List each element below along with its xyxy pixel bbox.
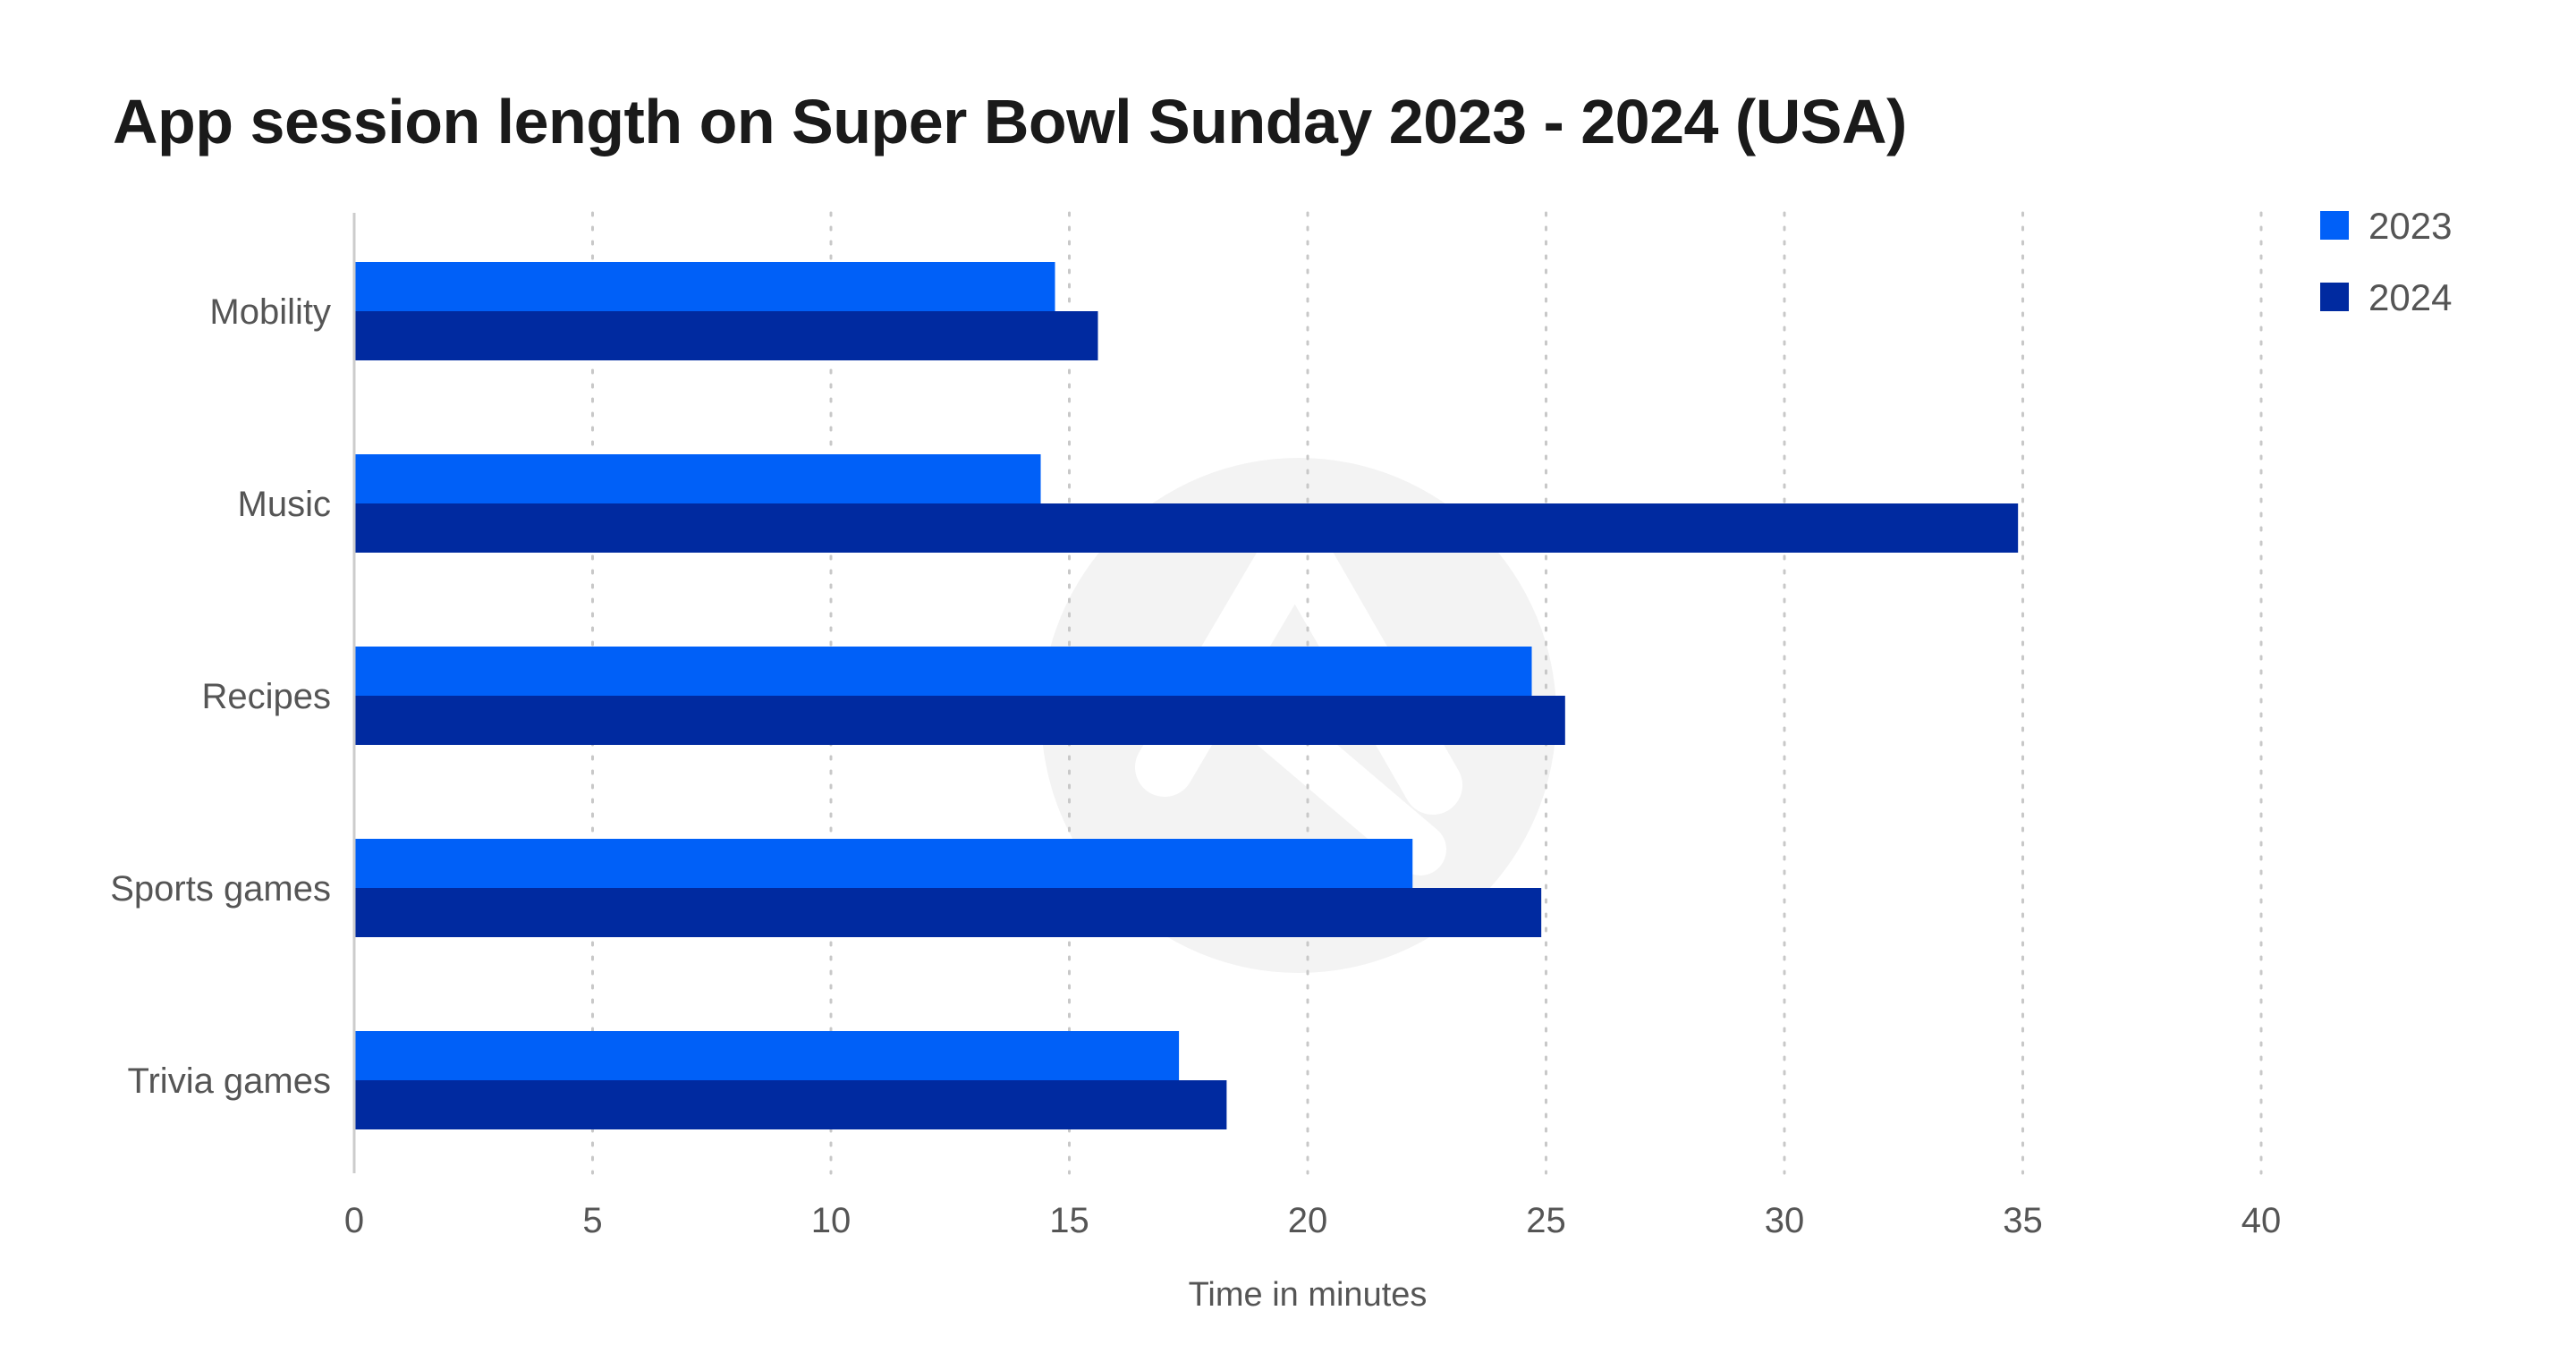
bar-trivia-games-2024 bbox=[354, 1080, 1227, 1129]
bar-sports-games-2023 bbox=[354, 839, 1413, 888]
x-tick-label-5: 5 bbox=[582, 1201, 602, 1240]
bar-mobility-2024 bbox=[354, 311, 1098, 360]
bar-sports-games-2024 bbox=[354, 888, 1542, 937]
category-label-music: Music bbox=[238, 485, 331, 524]
gridlines bbox=[591, 211, 2263, 1175]
x-axis-title: Time in minutes bbox=[1189, 1276, 1428, 1314]
x-tick-label-0: 0 bbox=[344, 1201, 364, 1240]
x-tick-label-15: 15 bbox=[1049, 1201, 1089, 1240]
x-tick-label-25: 25 bbox=[1526, 1201, 1566, 1240]
legend: 2023 2024 bbox=[2320, 205, 2452, 318]
x-tick-label-30: 30 bbox=[1765, 1201, 1805, 1240]
chart-title: App session length on Super Bowl Sunday … bbox=[113, 87, 1907, 156]
legend-swatch-2023 bbox=[2320, 211, 2349, 240]
x-tick-label-10: 10 bbox=[811, 1201, 852, 1240]
legend-label-2023: 2023 bbox=[2368, 205, 2452, 247]
axes: 0 5 10 15 20 25 30 35 40 Mobility Music Recipes Spor… bbox=[110, 213, 2281, 1314]
category-label-trivia-games: Trivia games bbox=[128, 1061, 331, 1101]
bar-recipes-2024 bbox=[354, 696, 1565, 745]
bar-music-2024 bbox=[354, 503, 2019, 553]
x-tick-label-20: 20 bbox=[1288, 1201, 1328, 1240]
category-label-sports-games: Sports games bbox=[110, 869, 331, 909]
bar-mobility-2023 bbox=[354, 262, 1055, 311]
category-label-recipes: Recipes bbox=[201, 677, 331, 716]
bar-recipes-2023 bbox=[354, 647, 1532, 696]
x-tick-label-40: 40 bbox=[2241, 1201, 2282, 1240]
bar-trivia-games-2023 bbox=[354, 1031, 1180, 1080]
x-tick-label-35: 35 bbox=[2003, 1201, 2043, 1240]
legend-label-2024: 2024 bbox=[2368, 276, 2452, 318]
bars bbox=[354, 262, 2019, 1129]
legend-swatch-2024 bbox=[2320, 283, 2349, 311]
category-label-mobility: Mobility bbox=[209, 292, 331, 332]
bar-music-2023 bbox=[354, 454, 1041, 503]
